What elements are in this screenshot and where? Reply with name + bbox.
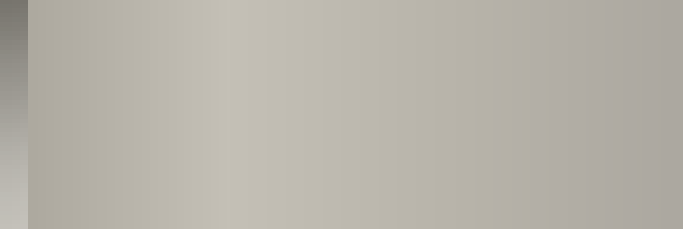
Text: $y = R\sinh\chi\sin\theta\sin\phi$,: $y = R\sinh\chi\sin\theta\sin\phi$, xyxy=(304,81,415,95)
Text: $x = R\sinh\chi\sin\theta\cos\phi$,: $x = R\sinh\chi\sin\theta\cos\phi$, xyxy=(304,56,418,70)
Text: are:: are: xyxy=(12,31,34,41)
Text: (b) Write the line element, $ds^2$ in $\chi, \theta$ coordinates.: (b) Write the line element, $ds^2$ in $\… xyxy=(12,198,289,217)
Text: “Prolate spheroidal coordinates” are a set of coordinates for flat three dimensi: “Prolate spheroidal coordinates” are a s… xyxy=(12,7,598,18)
Text: $z = R\cosh\chi\cos\theta$,: $z = R\cosh\chi\cos\theta$, xyxy=(304,106,395,120)
Text: where we fix $R$ to have dimensions of length and take $R = 1$ AU (AU=astronomic: where we fix $R$ to have dimensions of l… xyxy=(12,132,577,147)
Text: plane $y = dy = \phi = 0$.: plane $y = dy = \phi = 0$. xyxy=(12,157,124,171)
Text: Give numerical answers for (a) and (b) at the point $\theta = 2.1$, $\chi = 3.4$: Give numerical answers for (a) and (b) a… xyxy=(12,219,382,229)
Text: (a) Find the transformation matrix $\partial x^{\mu}/\partial x^{\nu'}$ relating: (a) Find the transformation matrix $\par… xyxy=(12,177,537,194)
Text: I: I xyxy=(525,31,529,41)
